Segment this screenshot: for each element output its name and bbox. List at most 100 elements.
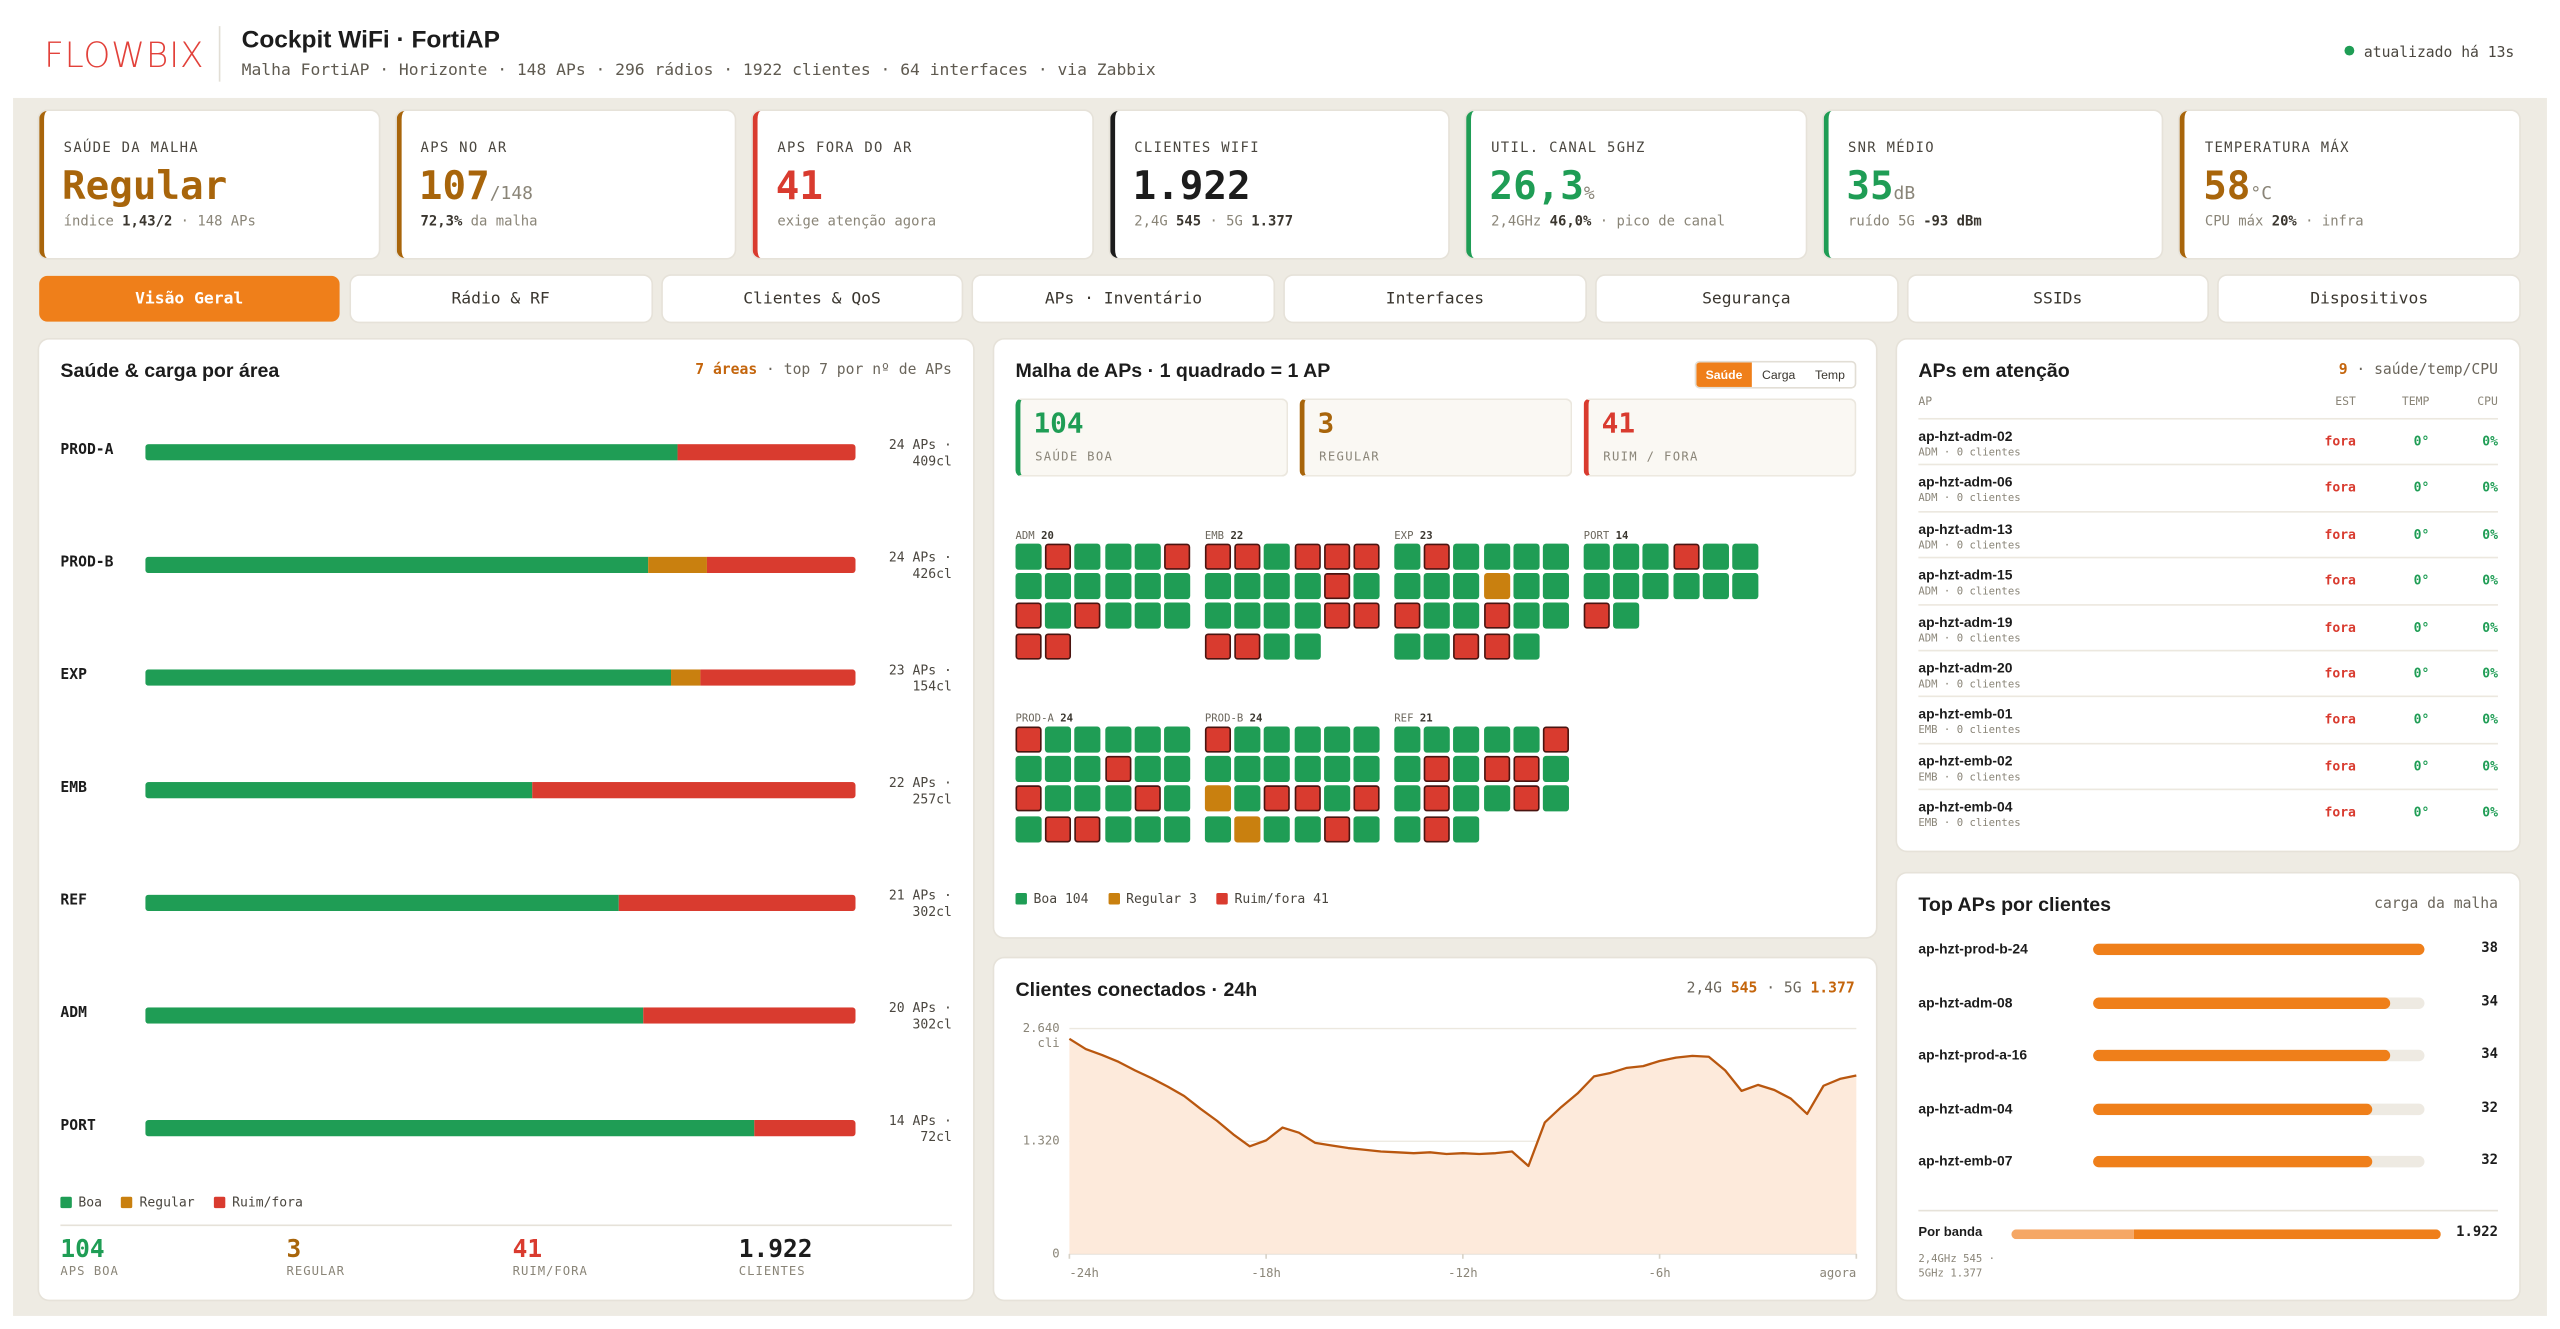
area-label: 23 APs · 154cl xyxy=(889,663,952,696)
tab[interactable]: Interfaces xyxy=(1284,275,1585,322)
kpi-sub-text: -93 dBm xyxy=(1923,213,1982,231)
kpi-value: 26,3% xyxy=(1489,163,1594,209)
ap-square xyxy=(1104,726,1131,753)
tab[interactable]: Segurança xyxy=(1596,275,1897,322)
mode-button[interactable]: Saúde xyxy=(1695,362,1753,387)
ap-grid xyxy=(1015,726,1191,842)
band-bar xyxy=(2011,1229,2441,1240)
ap-square xyxy=(1163,726,1191,753)
area-block: EXP 23 xyxy=(1394,529,1569,659)
area-label: 20 APs · 302cl xyxy=(889,1001,952,1034)
ap-sub: EMB · 0 clientes xyxy=(1918,770,2021,784)
ap-square xyxy=(1204,573,1232,600)
kpi-card: CLIENTES WIFI 1.922 2,4G 545 · 5G 1.377 xyxy=(1109,111,1449,258)
table-row: ap-hzt-adm-02 ADM · 0 clientes fora 0° 0% xyxy=(1918,417,2498,465)
ap-square xyxy=(1293,756,1321,783)
tab[interactable]: Rádio & RF xyxy=(350,275,651,322)
tab[interactable]: Visão Geral xyxy=(39,275,340,322)
legend-label: Ruim/fora xyxy=(1234,891,1306,907)
area-clients: 257cl xyxy=(912,791,952,807)
tab[interactable]: APs · Inventário xyxy=(973,275,1274,322)
area-count: 24 xyxy=(1249,711,1263,725)
legend-item: Boa 104 xyxy=(1015,891,1089,906)
area-block: ADM 20 xyxy=(1015,528,1191,659)
kpi-sub-text: 2,4G xyxy=(1134,213,1177,231)
kpi-number: Regular xyxy=(62,163,228,209)
ap-square xyxy=(1423,726,1451,753)
ap-square xyxy=(1453,785,1480,813)
stacked-bar xyxy=(145,444,856,461)
mode-button[interactable]: Temp xyxy=(1814,367,1845,383)
divider xyxy=(1918,1209,2498,1212)
kpi-sub-text: CPU máx xyxy=(2204,213,2272,231)
ap-name: ap-hzt-adm-06 xyxy=(1918,474,2013,491)
ap-grid xyxy=(1583,543,1759,630)
area-name: ADM xyxy=(1015,528,1035,543)
ap-square xyxy=(1293,603,1321,630)
bar-segment xyxy=(145,782,533,799)
kpi-sub-text: ruído 5G xyxy=(1847,213,1924,231)
ap-square xyxy=(1045,815,1072,842)
mode-button[interactable]: Carga xyxy=(1761,367,1796,383)
meta-text: 2,4G xyxy=(1686,981,1731,998)
area-name: PROD-B xyxy=(60,555,114,572)
ap-square xyxy=(1293,815,1321,842)
summary-label: REGULAR xyxy=(1319,448,1380,464)
kpi-sub-text: · infra xyxy=(2296,213,2364,231)
area-count: 22 xyxy=(1230,528,1244,543)
meta-text: 545 xyxy=(1730,981,1758,998)
ap-name: ap-hzt-adm-13 xyxy=(1918,520,2013,537)
total-label: CLIENTES xyxy=(738,1263,806,1279)
bar xyxy=(2093,1049,2390,1062)
summary-value: 41 xyxy=(1601,408,1636,441)
total-value: 1.922 xyxy=(738,1234,813,1264)
area-label: 22 APs · 257cl xyxy=(889,776,952,809)
legend-item: Regular 3 xyxy=(1108,891,1197,906)
ap-square xyxy=(1045,632,1072,659)
kpi-row: SAÚDE DA MALHA Regular índice 1,43/2 · 148… xyxy=(39,111,2520,258)
bar-track xyxy=(2093,1155,2425,1168)
area xyxy=(1069,1038,1857,1254)
ap-temp: 0° xyxy=(2413,805,2430,820)
ap-name: ap-hzt-emb-01 xyxy=(1918,705,2013,723)
ap-square xyxy=(1163,756,1191,783)
ap-square xyxy=(1163,543,1191,570)
legend-label: Boa xyxy=(78,1195,102,1210)
x-tick-label: -12h xyxy=(1448,1266,1477,1280)
kpi-card: TEMPERATURA MÁX 58°C CPU máx 20% · infra xyxy=(2180,111,2520,258)
ap-square xyxy=(1015,543,1042,570)
kpi-number: 1.922 xyxy=(1132,163,1251,209)
ap-square xyxy=(1163,603,1191,630)
kpi-label: APS NO AR xyxy=(420,140,508,157)
ap-square xyxy=(1513,632,1540,659)
tab[interactable]: Dispositivos xyxy=(2219,275,2520,322)
ap-square xyxy=(1293,543,1321,570)
ap-name: ap-hzt-emb-02 xyxy=(1918,752,2013,769)
ap-cpu: 0% xyxy=(2482,758,2498,774)
kpi-sub-text: 1,43/2 xyxy=(122,213,173,231)
ap-square xyxy=(1234,573,1261,600)
kpi-sub-text: índice xyxy=(63,213,123,231)
total-stat: 41 RUIM/FORA xyxy=(513,1234,588,1278)
ap-grid xyxy=(1394,543,1569,659)
ap-status: fora xyxy=(2324,805,2356,820)
kpi-sub-text: exige atenção agora xyxy=(777,213,937,231)
ap-square xyxy=(1423,785,1451,813)
area-aps: 24 APs · xyxy=(888,437,952,453)
mesh-panel: Malha de APs · 1 quadrado = 1 AP Saúde Car… xyxy=(994,339,1876,938)
kpi-card: APS FORA DO AR 41 exige atenção agora xyxy=(752,111,1092,258)
ap-square xyxy=(1104,543,1131,570)
x-tick-label: agora xyxy=(1819,1266,1856,1280)
area-aps: 21 APs · xyxy=(888,888,952,903)
ap-square xyxy=(1134,756,1161,783)
area-label: 24 APs · 409cl xyxy=(889,438,952,471)
total-stat: 1.922 CLIENTES xyxy=(739,1234,813,1278)
ap-square xyxy=(1293,573,1321,600)
tab[interactable]: Clientes & QoS xyxy=(662,275,963,322)
ap-square xyxy=(1015,573,1042,600)
ap-square xyxy=(1542,603,1569,630)
area-label: PROD-B 24 xyxy=(1205,712,1380,727)
kpi-number: 35 xyxy=(1846,163,1894,209)
tab[interactable]: SSIDs xyxy=(1907,275,2208,322)
